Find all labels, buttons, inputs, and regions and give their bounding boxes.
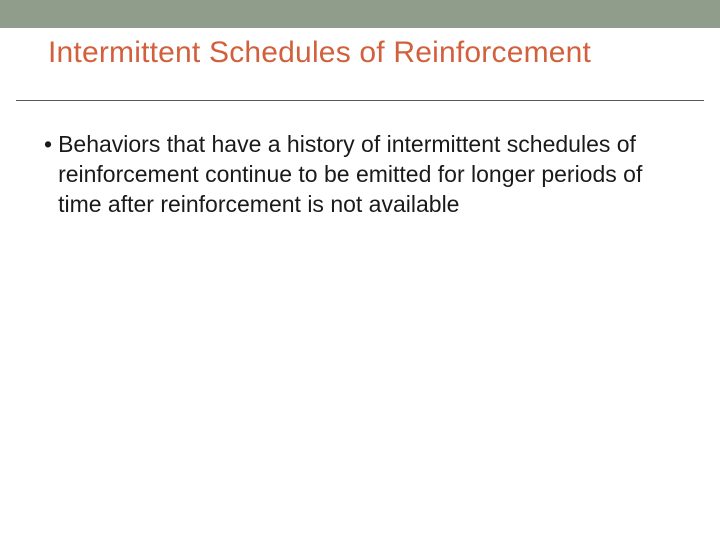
title-region: Intermittent Schedules of Reinforcement [16, 28, 704, 101]
slide-title: Intermittent Schedules of Reinforcement [48, 36, 672, 70]
bullet-item: • Behaviors that have a history of inter… [44, 129, 672, 219]
top-accent-bar [0, 0, 720, 28]
content-region: • Behaviors that have a history of inter… [0, 101, 720, 219]
bullet-marker: • [44, 129, 52, 159]
bullet-text: Behaviors that have a history of intermi… [58, 129, 672, 219]
